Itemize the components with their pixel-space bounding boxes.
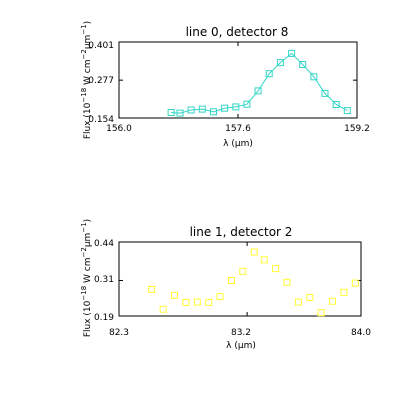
data-point-1-2 [187,106,195,114]
series-line-1 [171,52,348,114]
data-point-2-12 [283,278,291,286]
data-point-2-10 [260,256,268,264]
data-point-1-12 [299,61,307,68]
data-point-1-5 [221,104,229,112]
data-point-1-14 [321,89,329,97]
series-2 [118,241,362,317]
data-point-1-15 [332,101,340,108]
panel-1: line 0, detector 8 0.154 0.277 0.401 156… [80,21,370,149]
y-tick-1-0: 0.154 [88,115,114,125]
x-tick-1-0: 156.0 [106,124,132,134]
data-point-2-0 [148,285,156,293]
series-1 [118,41,358,119]
data-point-2-16 [329,297,336,305]
chart-title-1: line 0, detector 8 [186,25,289,39]
plot-area-2 [118,241,362,317]
data-point-2-6 [216,293,224,300]
y-tick-2-1: 0.31 [94,275,114,285]
data-point-1-4 [210,108,217,116]
x-tick-1-2: 159.2 [344,124,370,134]
x-tick-2-2: 84.0 [351,328,371,338]
x-tick-1-1: 157.6 [225,124,251,134]
data-point-1-0 [167,109,175,116]
data-point-1-11 [288,49,296,57]
data-point-1-16 [343,107,351,115]
x-tick-2-0: 82.3 [109,328,129,338]
data-point-1-9 [265,70,273,78]
chart-title-2: line 1, detector 2 [190,225,293,239]
y-tick-1-2: 0.401 [88,41,114,51]
data-point-2-8 [239,267,247,275]
data-point-1-3 [198,105,206,113]
y-tick-2-0: 0.19 [94,313,114,323]
data-point-2-14 [306,293,314,301]
data-point-2-13 [294,298,302,306]
data-point-1-6 [232,103,240,111]
x-axis-label-2: λ (μm) [226,341,256,351]
y-axis-label-1: Flux (10−18 W cm−2μm−1) [80,21,93,139]
x-tick-2-1: 83.2 [231,328,251,338]
data-point-2-5 [205,298,213,306]
panel-2: line 1, detector 2 0.19 0.31 0.44 82.3 8… [80,219,371,351]
y-tick-2-2: 0.44 [94,239,114,249]
y-tick-1-1: 0.277 [88,76,114,86]
x-axis-label-1: λ (μm) [223,139,253,149]
data-point-2-7 [228,277,235,284]
data-point-2-3 [182,298,190,306]
data-point-1-7 [243,100,251,108]
data-point-2-4 [193,298,201,306]
data-point-1-10 [276,59,284,67]
data-point-2-17 [340,288,348,296]
data-point-2-18 [351,279,359,287]
data-point-2-11 [272,265,280,273]
data-point-2-1 [159,305,167,313]
data-point-1-13 [310,73,318,81]
data-point-1-1 [176,109,184,117]
data-point-1-8 [254,87,262,95]
data-point-2-15 [317,309,325,317]
data-point-2-9 [250,248,258,256]
y-axis-label-2: Flux (10−18 W cm−2μm−1) [80,219,93,337]
data-point-2-2 [171,291,178,299]
